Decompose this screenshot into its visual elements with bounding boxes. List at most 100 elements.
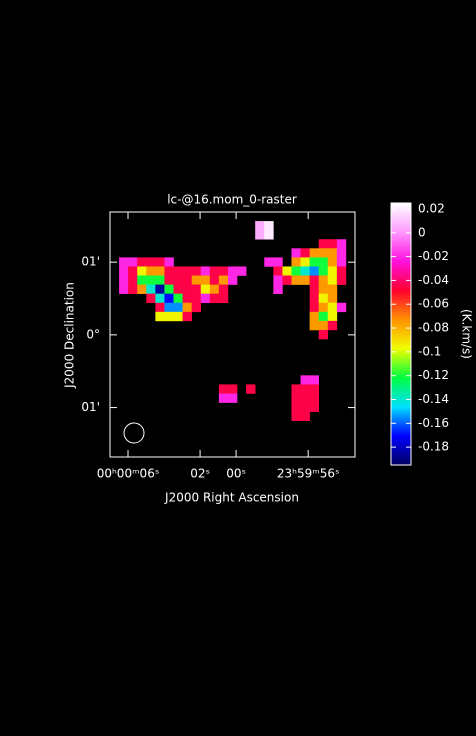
raster-cell [164, 293, 174, 304]
raster-cell [200, 266, 211, 276]
raster-cell [264, 230, 274, 240]
raster-cell [227, 275, 238, 285]
raster-cell [336, 248, 347, 258]
raster-cell [309, 266, 320, 276]
raster-cell [173, 275, 183, 285]
colorbar-tick-label: -0.06 [418, 297, 449, 311]
raster-cell [164, 284, 174, 294]
raster-cell [291, 266, 301, 276]
raster-cell [119, 275, 129, 285]
x-tick-label: 02ˢ [190, 467, 210, 481]
raster-cell [173, 293, 183, 304]
raster-cell [318, 257, 329, 267]
raster-cell [300, 266, 310, 276]
raster-cell [318, 302, 329, 313]
raster-cell [309, 320, 320, 331]
colorbar-tick-label: -0.16 [418, 416, 449, 430]
raster-cell [327, 248, 338, 258]
raster-cell [227, 266, 238, 276]
raster-cell [336, 302, 347, 313]
raster-cell [119, 284, 129, 294]
raster-cell [137, 257, 147, 267]
raster-cell [173, 311, 183, 322]
raster-cell [291, 384, 301, 394]
raster-cell [300, 402, 310, 412]
raster-cell [182, 266, 192, 276]
colorbar-tick-label: -0.18 [418, 440, 449, 454]
beam [123, 422, 145, 444]
raster-cell [155, 266, 165, 276]
raster-cell [182, 311, 192, 322]
raster-cell [264, 221, 274, 231]
raster-cell [309, 257, 320, 267]
raster-cell [155, 311, 165, 322]
raster-cell [209, 284, 220, 294]
raster-cell [137, 284, 147, 294]
raster-cell [336, 275, 347, 285]
raster-cell [164, 311, 174, 322]
x-axis-label: J2000 Right Ascension [164, 491, 299, 505]
colorbar-tick-label: -0.08 [418, 321, 449, 335]
raster-cell [173, 302, 183, 313]
raster-cell [318, 320, 329, 331]
raster-cell [182, 293, 192, 304]
raster-cell [291, 393, 301, 403]
raster-cell [291, 411, 301, 422]
raster-cell [155, 257, 165, 267]
colorbar [390, 202, 412, 466]
raster-cell [237, 266, 247, 276]
colorbar-label: (K.km/s) [460, 309, 474, 359]
raster-cell [309, 248, 320, 258]
raster-cell [218, 393, 229, 403]
raster-cell [218, 275, 229, 285]
raster-cell [273, 257, 283, 267]
raster-cell [300, 248, 310, 258]
raster-cell [173, 284, 183, 294]
raster-cell [327, 311, 338, 322]
raster-cell [255, 221, 265, 231]
raster-cell [309, 302, 320, 313]
raster-cell [300, 257, 310, 267]
raster-cell [309, 275, 320, 285]
raster-cell [309, 375, 320, 385]
raster-cell [336, 239, 347, 249]
raster-cell [264, 257, 274, 267]
raster-cell [218, 266, 229, 276]
raster-cell [309, 293, 320, 304]
raster-cell [318, 311, 329, 322]
raster-cell [200, 284, 211, 294]
raster-cell [191, 302, 202, 313]
y-axis-label: J2000 Declination [63, 282, 77, 389]
raster-cell [300, 375, 310, 385]
raster-cell [327, 257, 338, 267]
raster-cell [164, 266, 174, 276]
raster-cell [218, 384, 229, 394]
raster-cell [291, 248, 301, 258]
x-tick-label: 00ˢ [226, 467, 246, 481]
raster-cell [209, 293, 220, 304]
raster-cell [200, 275, 211, 285]
raster-cell [318, 293, 329, 304]
raster-cell [128, 275, 138, 285]
raster-cell [318, 248, 329, 258]
raster-cell [191, 266, 202, 276]
raster-cell [327, 293, 338, 304]
raster-cell [146, 275, 156, 285]
raster-cell [182, 275, 192, 285]
colorbar-tick-label: -0.04 [418, 273, 449, 287]
raster-cell [282, 275, 292, 285]
raster-cell [155, 284, 165, 294]
raster-cell [128, 266, 138, 276]
raster-cell [200, 293, 211, 304]
raster-cell [318, 284, 329, 294]
raster-cell [309, 284, 320, 294]
raster-cell [146, 293, 156, 304]
raster-cell [155, 293, 165, 304]
raster-cell [218, 293, 229, 304]
y-tick-label: 0° [86, 327, 100, 341]
chart-title: lc-@16.mom_0-raster [167, 193, 297, 207]
raster-cell [128, 257, 138, 267]
colorbar-tick-label: -0.14 [418, 392, 449, 406]
raster-cell [318, 329, 329, 340]
